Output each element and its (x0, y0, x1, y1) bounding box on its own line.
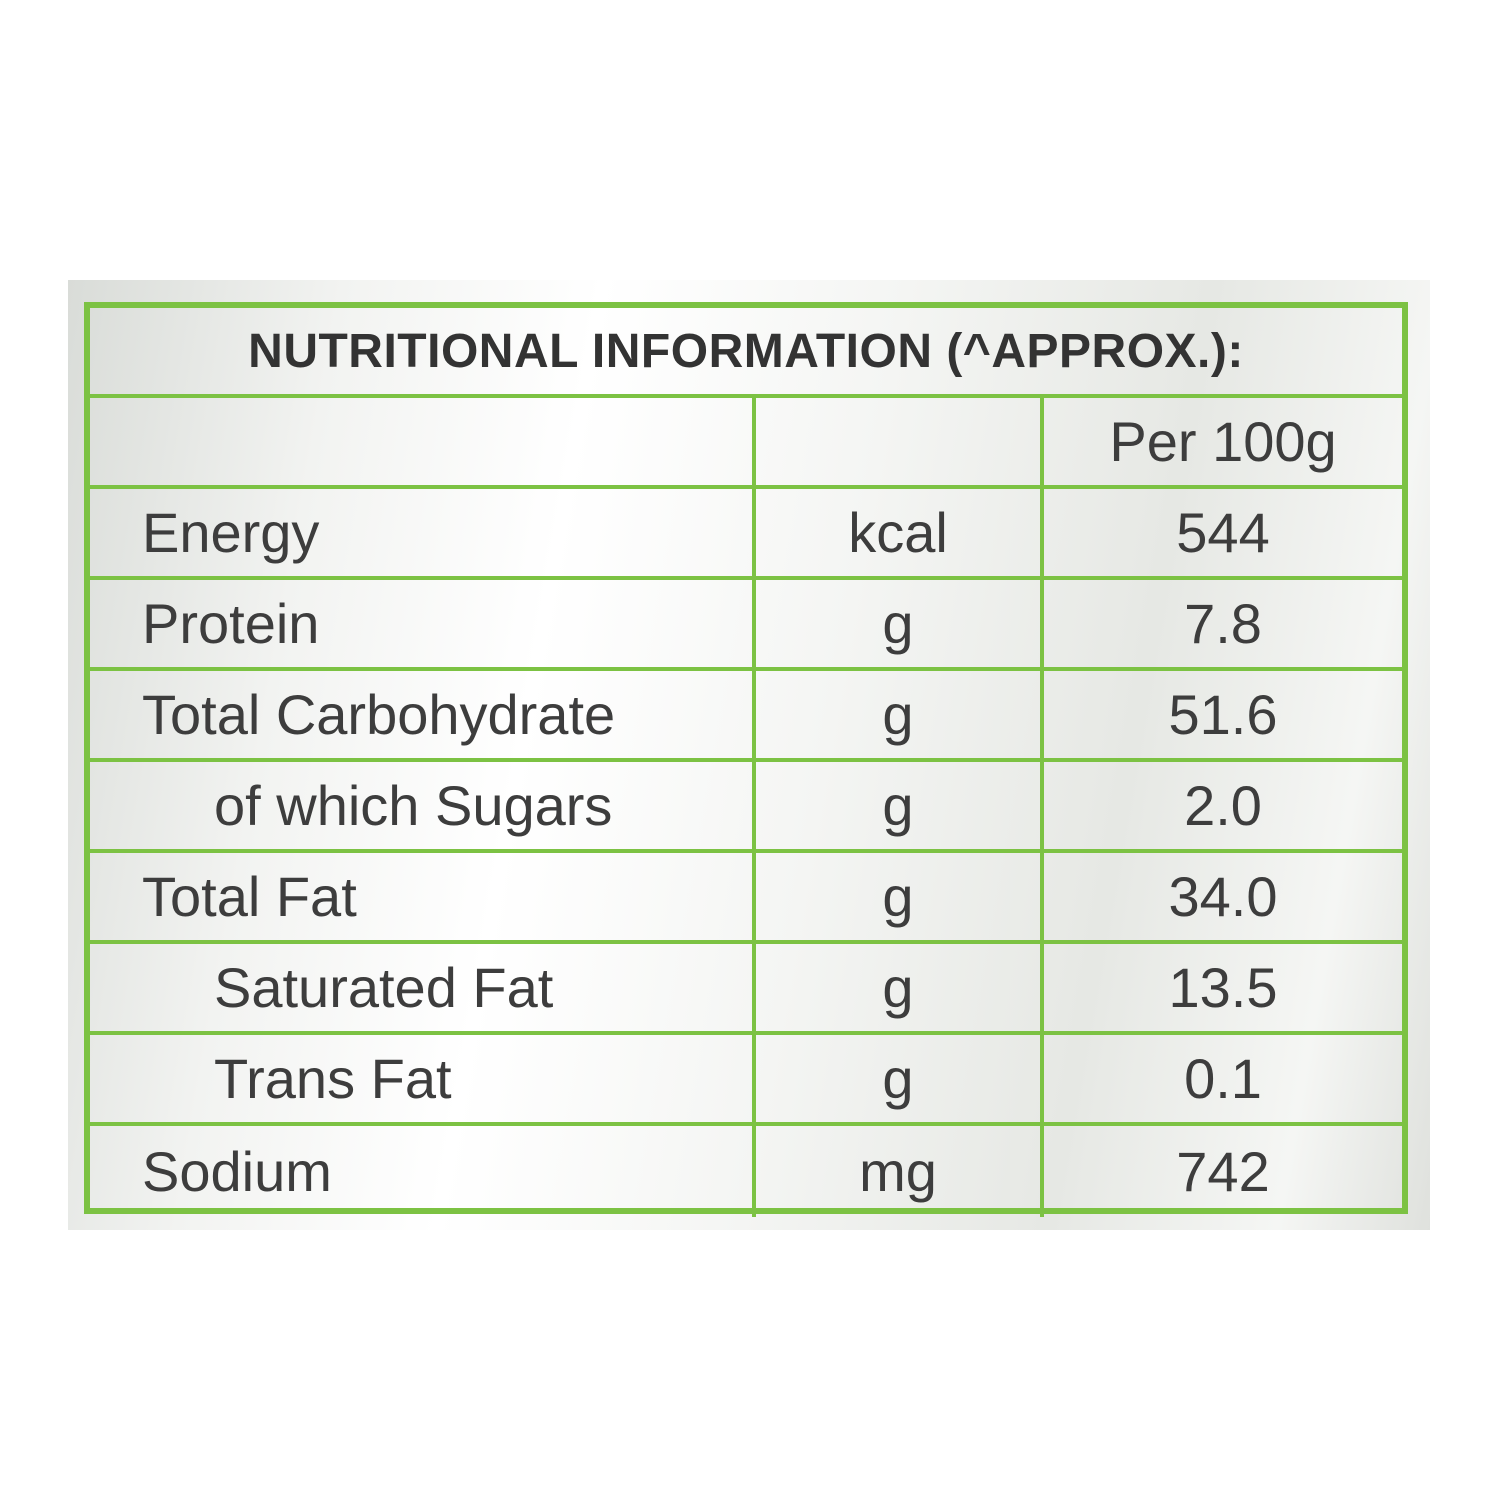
header-unit-cell (752, 398, 1040, 485)
table-title-row: NUTRITIONAL INFORMATION (^APPROX.): (90, 308, 1402, 398)
table-row: Sodium mg 742 (90, 1126, 1402, 1217)
nutrient-unit: g (752, 1035, 1040, 1122)
nutrient-name: Saturated Fat (214, 956, 554, 1019)
nutrient-unit: g (752, 762, 1040, 849)
nutrient-name: Total Carbohydrate (142, 683, 616, 746)
nutrient-name: of which Sugars (214, 774, 613, 837)
nutrient-unit: kcal (752, 489, 1040, 576)
nutrient-value: 2.0 (1040, 762, 1402, 849)
nutrient-unit: g (752, 580, 1040, 667)
nutrient-unit: g (752, 671, 1040, 758)
nutrient-name: Sodium (142, 1140, 332, 1203)
table-row: of which Sugars g 2.0 (90, 762, 1402, 853)
nutrient-name: Protein (142, 592, 320, 655)
nutrient-value: 0.1 (1040, 1035, 1402, 1122)
table-row: Protein g 7.8 (90, 580, 1402, 671)
nutrition-table: NUTRITIONAL INFORMATION (^APPROX.): Per … (84, 302, 1408, 1217)
nutrient-value: 13.5 (1040, 944, 1402, 1031)
nutrient-value: 544 (1040, 489, 1402, 576)
header-name-cell (90, 398, 752, 485)
nutrient-unit: mg (752, 1126, 1040, 1217)
header-row: Per 100g (90, 398, 1402, 489)
table-row: Total Carbohydrate g 51.6 (90, 671, 1402, 762)
nutrient-name: Energy (142, 501, 320, 564)
table-title: NUTRITIONAL INFORMATION (^APPROX.): (248, 324, 1244, 378)
nutrient-value: 51.6 (1040, 671, 1402, 758)
label-background (68, 280, 1430, 1230)
nutrient-unit: g (752, 853, 1040, 940)
nutrient-unit: g (752, 944, 1040, 1031)
nutrient-name: Total Fat (142, 865, 357, 928)
table-body: Per 100g Energy kcal 544 Protein g 7.8 T… (90, 398, 1402, 1217)
table-row: Total Fat g 34.0 (90, 853, 1402, 944)
nutrient-value: 7.8 (1040, 580, 1402, 667)
nutrient-name: Trans Fat (214, 1047, 452, 1110)
nutrient-value: 34.0 (1040, 853, 1402, 940)
header-value-cell: Per 100g (1040, 398, 1402, 485)
table-row: Energy kcal 544 (90, 489, 1402, 580)
table-row: Saturated Fat g 13.5 (90, 944, 1402, 1035)
nutrient-value: 742 (1040, 1126, 1402, 1217)
table-row: Trans Fat g 0.1 (90, 1035, 1402, 1126)
